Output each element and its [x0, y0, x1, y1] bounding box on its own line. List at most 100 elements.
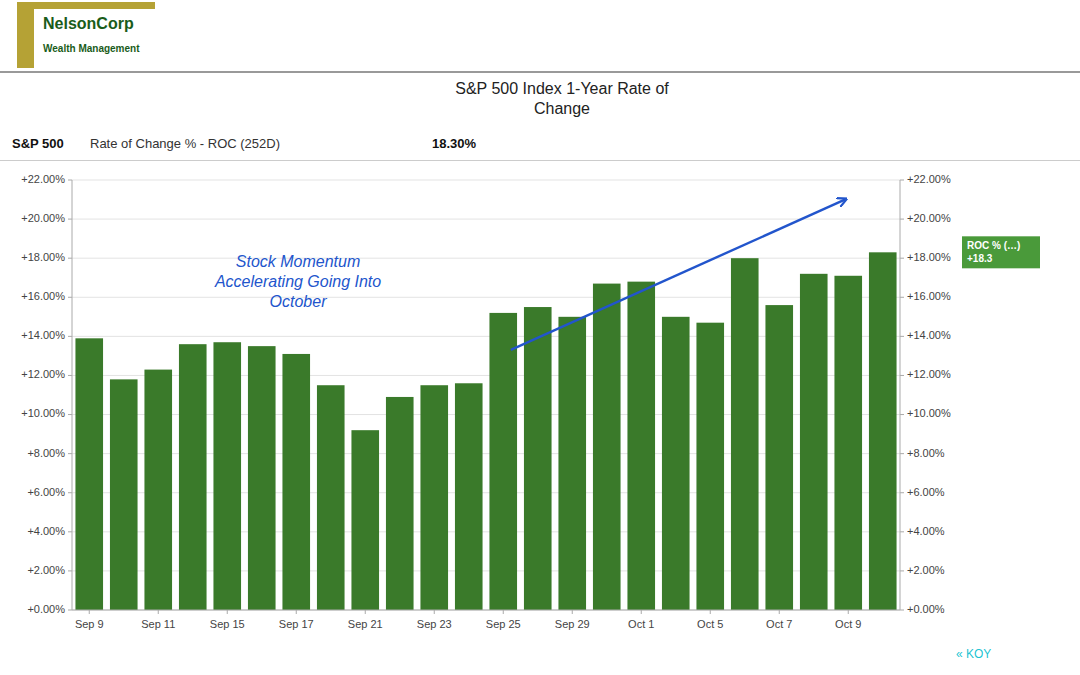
tick-label: Sep 25 — [486, 618, 521, 630]
tick — [158, 610, 159, 614]
grid-line — [72, 297, 900, 298]
bar — [524, 307, 552, 610]
axis-line — [72, 180, 73, 610]
bar — [662, 317, 690, 610]
bar — [696, 323, 724, 610]
tick-label: +0.00% — [27, 603, 65, 615]
logo-bar — [17, 2, 34, 68]
bar — [179, 344, 207, 610]
text-line: +18.3 — [967, 252, 993, 263]
tick-label: Sep 9 — [75, 618, 104, 630]
grid — [72, 180, 900, 610]
tick — [68, 297, 72, 298]
subtitle: 18.30% — [432, 136, 477, 151]
tick — [900, 610, 904, 611]
bar — [75, 338, 103, 610]
tick-label: +20.00% — [21, 212, 65, 224]
bar — [627, 282, 655, 610]
tick — [900, 219, 904, 220]
tick-label: Sep 17 — [279, 618, 314, 630]
tick-label: Oct 9 — [835, 618, 861, 630]
tick — [900, 180, 904, 181]
bar — [455, 383, 483, 610]
arrow — [511, 199, 846, 350]
bar — [869, 252, 897, 610]
tick — [641, 610, 642, 614]
text-line: Change — [534, 100, 590, 117]
text-line: S&P 500 Index 1-Year Rate of — [455, 80, 669, 97]
tick-label: Sep 23 — [417, 618, 452, 630]
bar — [110, 379, 138, 610]
subtitle: Rate of Change % - ROC (252D) — [90, 136, 280, 151]
tick-label: +2.00% — [907, 564, 945, 576]
logo-bar — [17, 2, 155, 9]
tick-label: Sep 21 — [348, 618, 383, 630]
chart-root: NelsonCorpWealth Management S&P 500 Index… — [0, 0, 1080, 675]
text-line: October — [270, 293, 328, 310]
roc-text: ROC % (…)+18.3 — [967, 239, 1020, 263]
watermark: « KOY — [956, 647, 991, 661]
tick — [503, 610, 504, 614]
tick — [900, 414, 904, 415]
tick-label: +22.00% — [907, 173, 951, 185]
bar — [213, 342, 241, 610]
bars — [75, 252, 896, 610]
tick — [68, 610, 72, 611]
tick — [900, 492, 904, 493]
tick-label: +2.00% — [27, 564, 65, 576]
tick-label: +14.00% — [21, 329, 65, 341]
tick-label: +4.00% — [27, 525, 65, 537]
bar — [351, 430, 379, 610]
tick — [572, 610, 573, 614]
tick-label: +4.00% — [907, 525, 945, 537]
bar — [282, 354, 310, 610]
roc-label: ROC % (…)+18.3 — [962, 236, 1040, 268]
tick — [900, 336, 904, 337]
tick-label: +6.00% — [907, 486, 945, 498]
bar — [558, 317, 586, 610]
tick-label: +0.00% — [907, 603, 945, 615]
tick-label: Sep 29 — [555, 618, 590, 630]
tick — [900, 375, 904, 376]
grid-line — [72, 180, 900, 181]
tick-label: +22.00% — [21, 173, 65, 185]
tick — [68, 180, 72, 181]
bar — [144, 370, 172, 610]
tick — [365, 610, 366, 614]
tick-label: +16.00% — [907, 290, 951, 302]
tick — [89, 610, 90, 614]
roc-box — [962, 236, 1040, 268]
y-axis: +0.00% +0.00% +2.00% +2.00% +4.00% +4.00% +6.0… — [21, 173, 951, 615]
separator — [0, 160, 1080, 161]
grid-line — [72, 219, 900, 220]
tick — [900, 531, 904, 532]
tick-label: +10.00% — [21, 407, 65, 419]
tick-label: +8.00% — [27, 447, 65, 459]
bar — [420, 385, 448, 610]
tick — [434, 610, 435, 614]
tick-label: +20.00% — [907, 212, 951, 224]
tick-label: Sep 15 — [210, 618, 245, 630]
tick-label: +18.00% — [907, 251, 951, 263]
tick-label: +12.00% — [21, 368, 65, 380]
bar — [248, 346, 276, 610]
background — [0, 0, 1080, 675]
bar — [765, 305, 793, 610]
tick-label: +14.00% — [907, 329, 951, 341]
tick-label: +18.00% — [21, 251, 65, 263]
bar — [800, 274, 828, 610]
tick-label: Sep 11 — [141, 618, 175, 630]
tick — [848, 610, 849, 614]
tick — [68, 531, 72, 532]
tick-label: +6.00% — [27, 486, 65, 498]
tick-label: Oct 5 — [697, 618, 723, 630]
text-line: Stock Momentum — [236, 253, 360, 270]
tick-label: +16.00% — [21, 290, 65, 302]
logo: NelsonCorpWealth Management — [17, 2, 155, 68]
axis-line — [72, 610, 900, 611]
tick — [900, 570, 904, 571]
annotation: Stock MomentumAccelerating Going IntoOct… — [214, 253, 381, 310]
tick — [68, 453, 72, 454]
tick-label: +10.00% — [907, 407, 951, 419]
tick-label: Oct 1 — [628, 618, 654, 630]
